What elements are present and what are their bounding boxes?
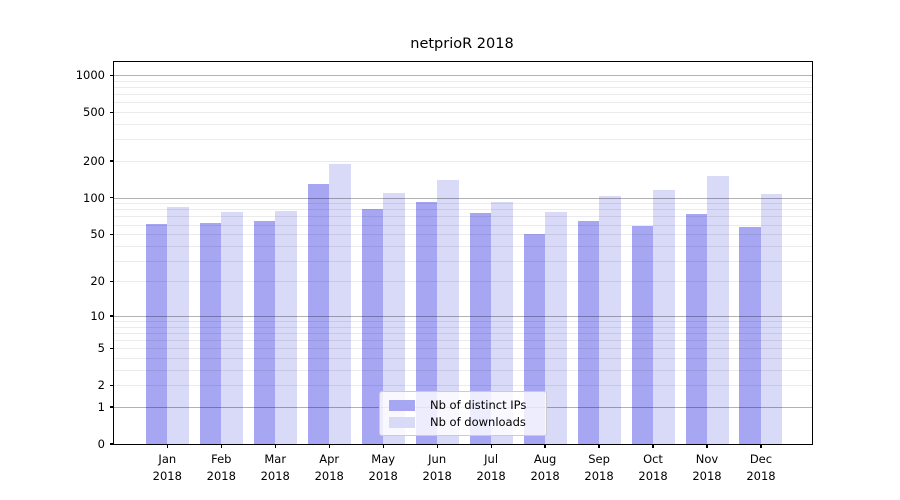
x-tick-label: Oct 2018 (638, 452, 668, 483)
x-tick-label: Mar 2018 (260, 452, 290, 483)
y-tick (110, 233, 114, 235)
y-tick (110, 406, 114, 408)
x-tick-year-label: 2018 (152, 468, 182, 483)
x-tick-label: Apr 2018 (314, 452, 344, 483)
bar-apr-distinct-ips (307, 184, 330, 444)
bar-may-downloads (383, 192, 405, 444)
y-tick-label: 1 (97, 400, 105, 414)
legend: Nb of distinct IPs Nb of downloads (379, 391, 547, 436)
bar-jun-distinct-ips (415, 201, 438, 444)
bar-sep-downloads (599, 196, 621, 444)
bar-jan-distinct-ips (145, 223, 168, 444)
x-tick-year-label: 2018 (206, 468, 236, 483)
y-tick-label: 5 (97, 341, 105, 356)
x-tick-year-label: 2018 (476, 468, 506, 483)
x-tick (598, 444, 600, 448)
bar-jun-downloads (437, 179, 459, 444)
y-tick-label: 200 (83, 153, 105, 168)
x-tick-label: Jan 2018 (152, 452, 182, 483)
axis-layer: 0 1 2 5 10 20 50 100 200 500 1000 Jan 2018 Feb 2018 Mar… (76, 62, 812, 482)
legend-item: Nb of distinct IPs (389, 398, 537, 412)
plot-area: 0 1 2 5 10 20 50 100 200 500 1000 Jan 2018 Feb 2018 Mar… (76, 61, 813, 483)
legend-label: Nb of downloads (430, 415, 526, 429)
x-tick-label: Jun 2018 (422, 452, 452, 483)
x-tick-year-label: 2018 (584, 468, 614, 483)
y-tick-label: 50 (90, 227, 105, 242)
y-tick (110, 74, 114, 76)
x-tick (706, 444, 708, 448)
y-tick (110, 197, 114, 199)
x-tick-year-label: 2018 (746, 468, 776, 483)
x-tick (436, 444, 438, 448)
bar-feb-downloads (221, 212, 243, 444)
x-tick (760, 444, 762, 448)
x-tick-label: Nov 2018 (692, 452, 722, 483)
bar-dec-downloads (760, 194, 783, 444)
x-tick (274, 444, 276, 448)
x-tick-year-label: 2018 (260, 468, 290, 483)
x-tick-label: Aug 2018 (530, 452, 560, 483)
y-tick (110, 111, 114, 113)
x-tick-year-label: 2018 (530, 468, 560, 483)
x-tick (544, 444, 546, 448)
y-tick-label: 100 (83, 190, 105, 205)
bar-aug-downloads (545, 212, 567, 444)
bar-nov-distinct-ips (685, 214, 707, 444)
legend-swatch (389, 399, 415, 411)
chart-title: netprioR 2018 (410, 36, 514, 52)
y-tick (110, 160, 114, 162)
y-tick (110, 443, 114, 445)
y-tick-label: 0 (97, 437, 105, 451)
y-tick-label: 10 (90, 309, 105, 323)
x-tick-label: Dec 2018 (746, 452, 776, 483)
x-tick-year-label: 2018 (368, 468, 398, 483)
x-tick (382, 444, 384, 448)
bar-nov-downloads (707, 175, 729, 444)
bar-mar-downloads (275, 211, 297, 444)
legend-swatch (389, 416, 415, 428)
x-tick-year-label: 2018 (314, 468, 344, 483)
y-tick (110, 315, 114, 317)
bar-jan-downloads (167, 206, 189, 444)
x-tick (490, 444, 492, 448)
bar-may-distinct-ips (361, 208, 384, 444)
bar-feb-distinct-ips (199, 222, 222, 444)
x-tick-label: Jul 2018 (476, 452, 506, 483)
y-tick-label: 2 (97, 378, 105, 393)
x-tick (166, 444, 168, 448)
bar-oct-downloads (653, 190, 675, 444)
y-tick-label: 1000 (75, 68, 105, 83)
x-tick (220, 444, 222, 448)
x-tick (328, 444, 330, 448)
x-tick-label: Sep 2018 (584, 452, 614, 483)
x-tick-label: Feb 2018 (206, 452, 236, 483)
x-tick (652, 444, 654, 448)
y-tick (110, 347, 114, 349)
y-tick (110, 280, 114, 283)
x-tick-label: May 2018 (368, 452, 398, 483)
bar-dec-distinct-ips (739, 227, 761, 444)
legend-item: Nb of downloads (389, 415, 537, 429)
bar-jul-distinct-ips (469, 212, 492, 444)
legend-label: Nb of distinct IPs (430, 398, 527, 412)
y-tick-label: 500 (83, 105, 105, 120)
bar-sep-distinct-ips (577, 221, 600, 444)
x-tick-year-label: 2018 (638, 468, 668, 483)
x-tick-year-label: 2018 (422, 468, 452, 483)
x-tick-year-label: 2018 (692, 468, 722, 483)
bar-mar-distinct-ips (253, 221, 276, 444)
bar-oct-distinct-ips (631, 226, 654, 444)
y-tick-label: 20 (90, 274, 105, 289)
y-tick (110, 384, 114, 386)
bar-apr-downloads (329, 163, 351, 444)
bar-jul-downloads (491, 201, 513, 444)
